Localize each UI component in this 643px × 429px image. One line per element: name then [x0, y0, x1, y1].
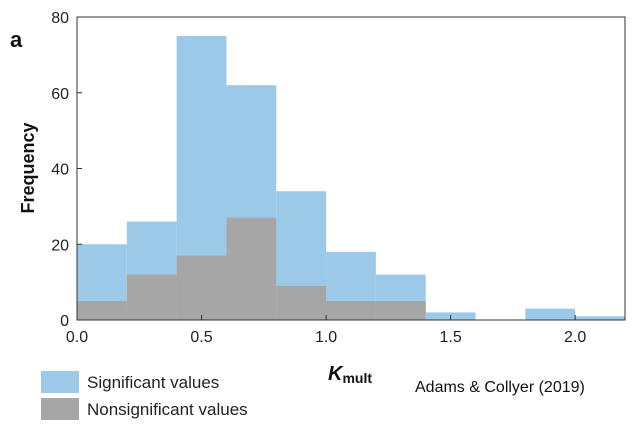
bar-nonsignificant-2: [176, 255, 227, 320]
y-tick-label: 0: [60, 313, 69, 330]
x-tick-label: 2.0: [564, 329, 586, 346]
y-tick-label: 80: [51, 10, 69, 27]
x-axis-title-main: K: [328, 363, 344, 385]
bar-nonsignificant-1: [126, 274, 177, 320]
y-tick-label: 40: [51, 162, 69, 179]
bar-significant-10: [575, 316, 625, 320]
bar-nonsignificant-0: [77, 301, 127, 320]
x-axis-title: Kmult: [328, 363, 372, 386]
panel-label: a: [10, 27, 23, 52]
x-tick-label: 0.5: [190, 329, 212, 346]
bar-significant-9: [525, 308, 576, 320]
x-tick-label: 0.0: [66, 329, 88, 346]
bar-nonsignificant-4: [276, 285, 327, 320]
legend-swatch-significant: [41, 371, 79, 393]
x-axis-title-subscript: mult: [342, 370, 372, 386]
bar-nonsignificant-3: [226, 217, 277, 320]
nonsignificant-bars: [77, 217, 426, 320]
legend-label-significant: Significant values: [87, 373, 219, 392]
legend-label-nonsignificant: Nonsignificant values: [87, 400, 248, 419]
legend: Significant values Nonsignificant values: [41, 371, 248, 420]
y-axis: 0 20 40 60 80: [51, 10, 82, 330]
y-tick-label: 20: [51, 237, 69, 254]
x-axis: 0.0 0.5 1.0 1.5 2.0: [66, 315, 586, 346]
source-credit: Adams & Collyer (2019): [415, 379, 585, 396]
bar-nonsignificant-6: [375, 301, 426, 320]
legend-swatch-nonsignificant: [41, 398, 79, 420]
x-tick-label: 1.5: [440, 329, 462, 346]
x-tick-label: 1.0: [315, 329, 337, 346]
y-axis-title: Frequency: [18, 122, 38, 213]
y-tick-label: 60: [51, 86, 69, 103]
bar-nonsignificant-5: [326, 301, 376, 320]
